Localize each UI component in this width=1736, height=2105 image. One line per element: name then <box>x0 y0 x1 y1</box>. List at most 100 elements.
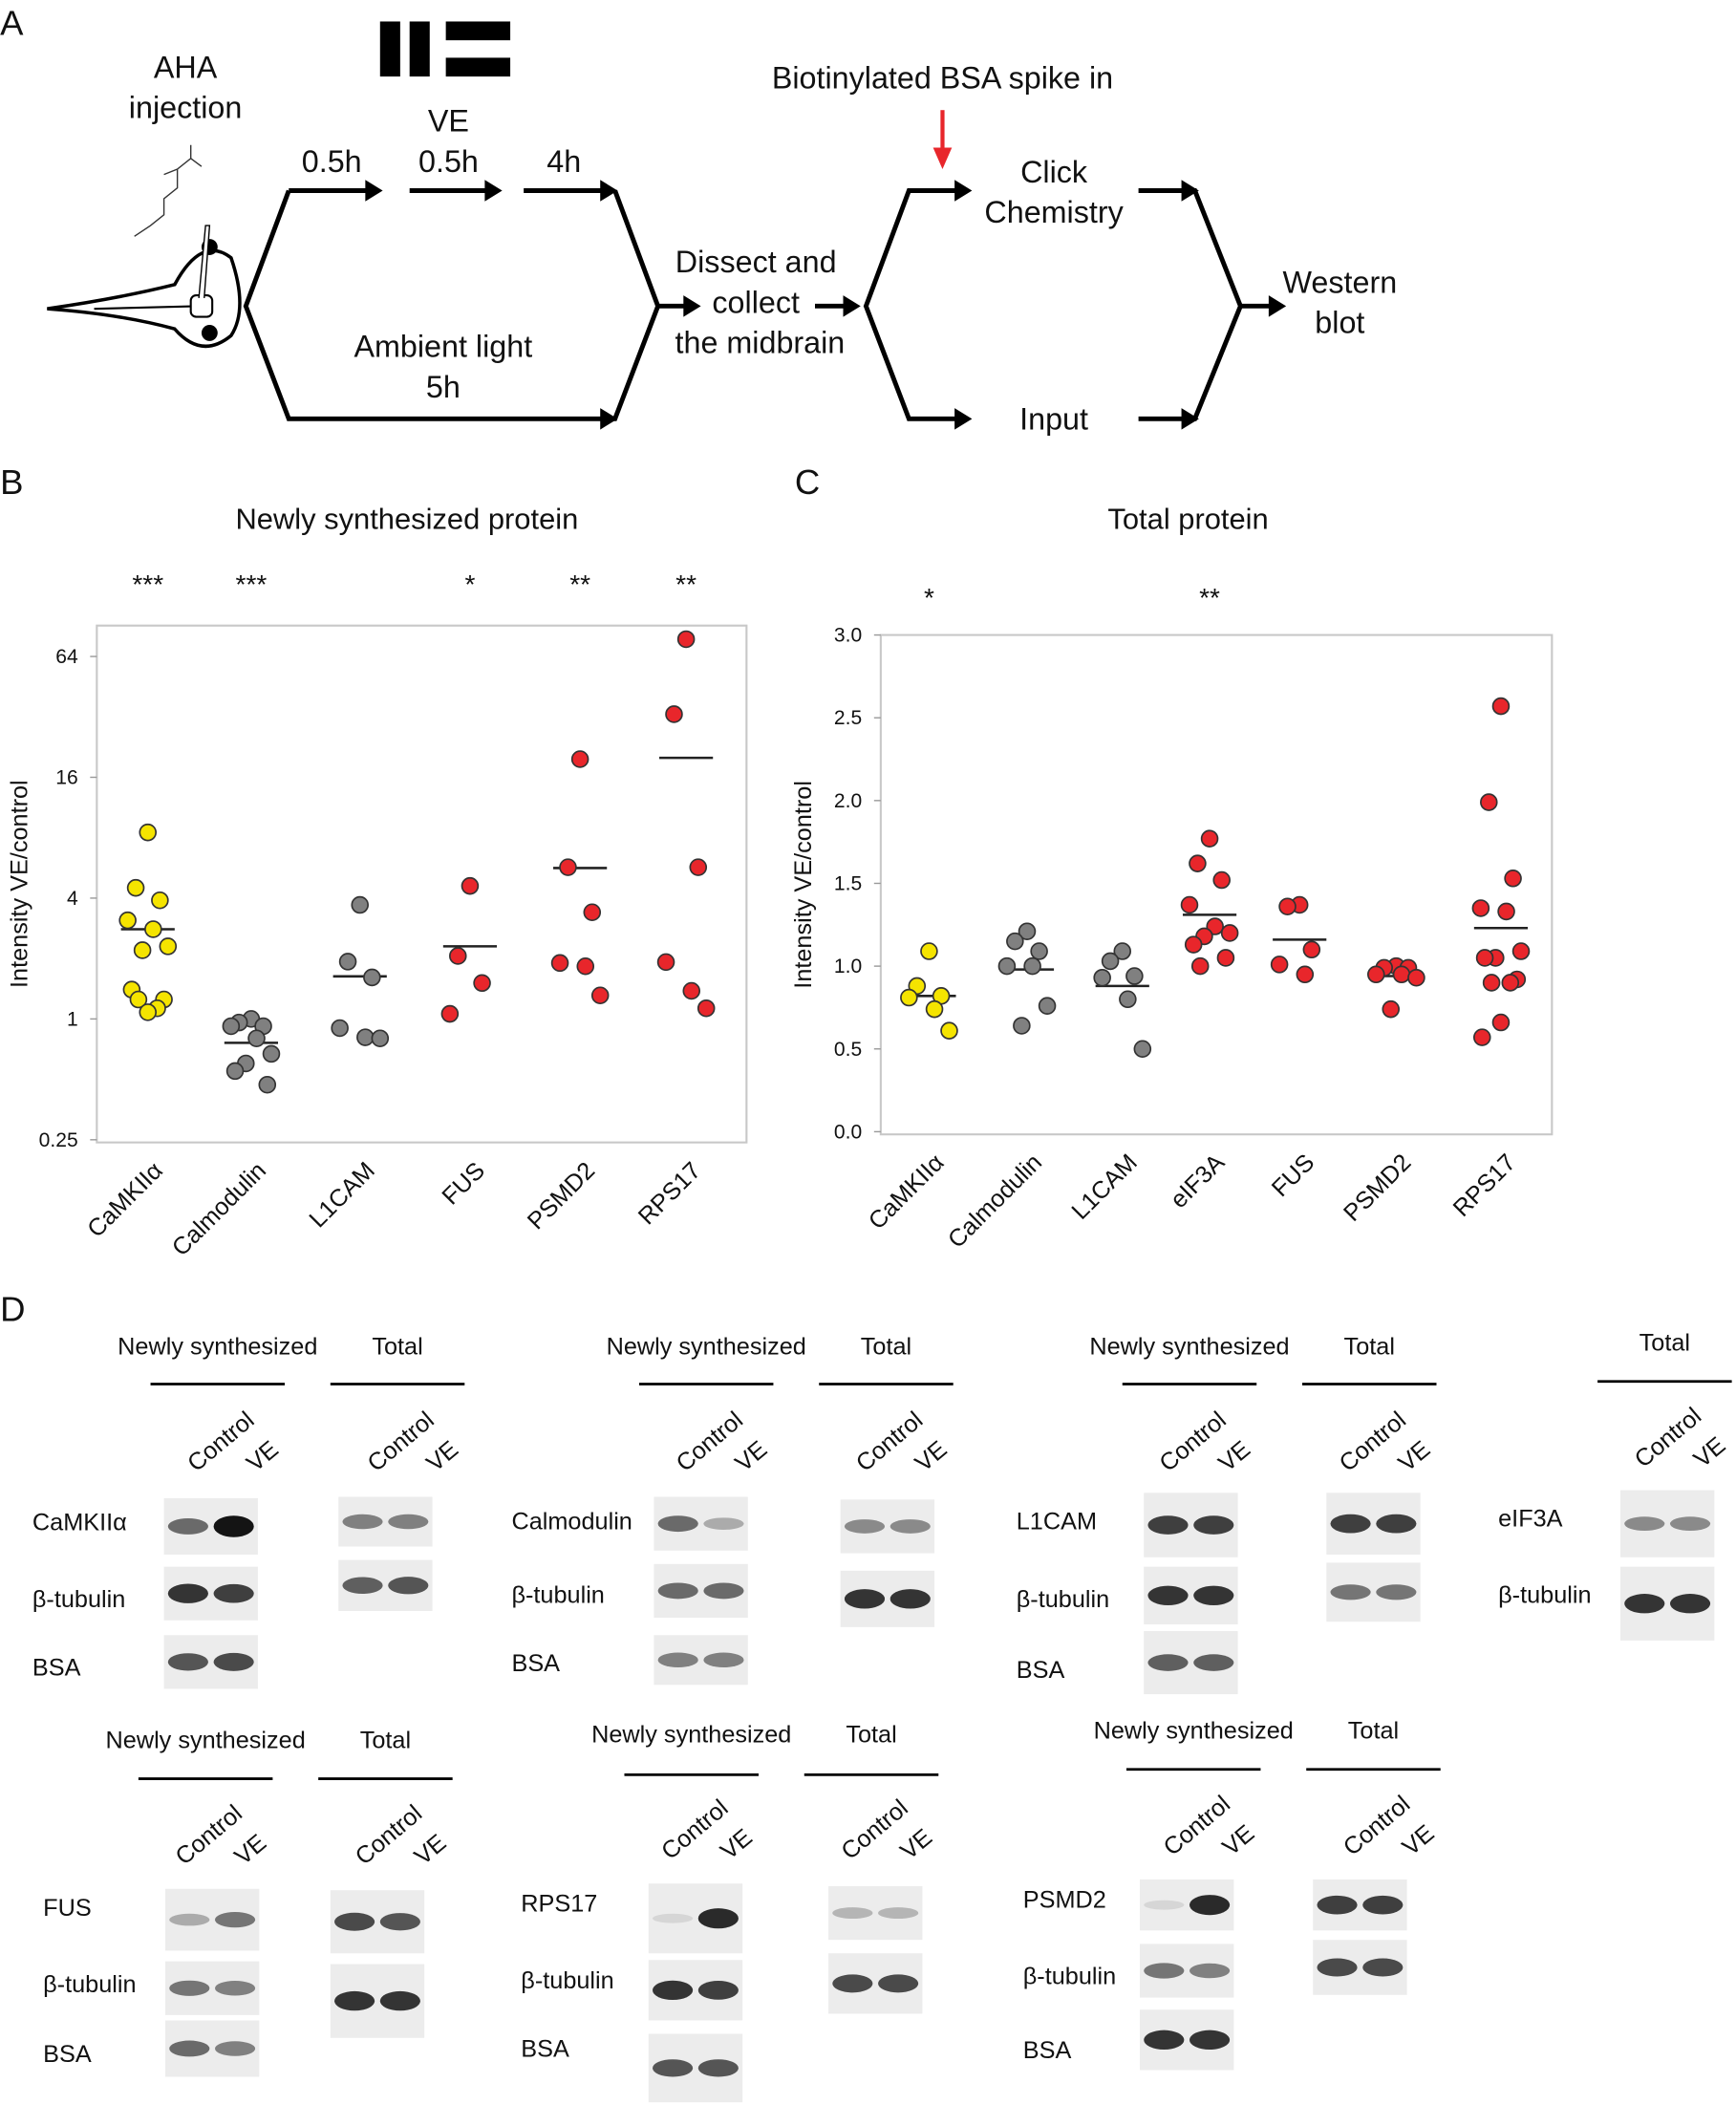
ambient-duration: 5h <box>426 370 461 404</box>
lane-label: Control <box>1159 1791 1235 1861</box>
blot-group-rps17: Newly synthesizedControlVETotalControlVE… <box>521 1722 939 2103</box>
blot-band <box>1193 1515 1234 1535</box>
blot-header: Newly synthesized <box>591 1722 791 1749</box>
blot-band <box>214 1981 256 1996</box>
data-point <box>351 895 369 914</box>
data-point <box>1200 829 1219 848</box>
data-point <box>1382 999 1401 1019</box>
y-tick-label: 64 <box>55 646 78 668</box>
blot-row-label: L1CAM <box>1017 1508 1097 1535</box>
y-tick-label: 0.25 <box>39 1129 78 1151</box>
y-tick-label: 4 <box>67 888 78 910</box>
lane-label: VE <box>716 1824 758 1865</box>
data-point <box>1216 949 1235 967</box>
plot-frame <box>879 634 1554 1136</box>
duration-1: 0.5h <box>302 144 362 179</box>
lane-label: Control <box>1154 1407 1231 1477</box>
blot-row-label: β-tubulin <box>32 1586 125 1613</box>
lane-label: Control <box>171 1800 247 1871</box>
chart-title: Newly synthesized protein <box>235 503 578 536</box>
data-point <box>559 858 577 876</box>
data-point <box>151 891 169 910</box>
ve-label: VE <box>428 104 469 139</box>
western-blots: Newly synthesizedControlVETotalControlVE… <box>32 1329 1732 2103</box>
lane-label: VE <box>730 1436 772 1477</box>
blot-row-label: RPS17 <box>521 1891 597 1918</box>
blot-band <box>379 1913 420 1931</box>
blot-band <box>703 1652 744 1667</box>
significance-label: *** <box>132 569 163 599</box>
blot-band <box>214 1912 256 1928</box>
x-tick-label: CaMKIIα <box>82 1157 168 1243</box>
blot-band <box>878 1907 919 1920</box>
blot-row-label: BSA <box>1017 1657 1065 1684</box>
lane-label: VE <box>1393 1436 1435 1477</box>
data-point <box>139 1003 158 1021</box>
significance-label: ** <box>569 569 590 599</box>
blot-row-label: BSA <box>521 2035 569 2062</box>
data-point <box>1407 968 1425 987</box>
blot-header: Total <box>861 1334 911 1361</box>
data-point <box>576 956 595 976</box>
lane-label: VE <box>895 1824 937 1865</box>
lane-label: VE <box>1689 1432 1731 1473</box>
y-tick-label: 0.0 <box>834 1121 862 1143</box>
data-point <box>1133 1040 1152 1059</box>
y-tick-label: 1.0 <box>834 956 862 977</box>
flow-arrows <box>243 180 1287 430</box>
data-point <box>1511 942 1531 960</box>
blot-band <box>844 1589 886 1609</box>
data-point <box>1475 949 1494 967</box>
y-tick-label: 0.5 <box>834 1039 862 1061</box>
x-tick-label: CaMKIIα <box>864 1149 950 1235</box>
data-point <box>225 1062 245 1081</box>
blot-band <box>1189 1895 1231 1916</box>
lane-label: Control <box>182 1407 259 1477</box>
data-point <box>1480 793 1498 811</box>
blot-band <box>1144 1900 1185 1910</box>
data-point <box>1125 967 1144 985</box>
blot-band <box>169 2040 210 2057</box>
panel-label-d: D <box>0 1289 25 1328</box>
click-label-2: Chemistry <box>984 195 1124 229</box>
blot-band <box>697 1908 739 1929</box>
data-point <box>665 705 683 723</box>
data-point <box>925 999 944 1019</box>
blot-band <box>1376 1514 1417 1534</box>
x-tick-label: PSMD2 <box>523 1157 600 1235</box>
blot-band <box>1147 1654 1189 1671</box>
blot-row-label: BSA <box>32 1654 81 1681</box>
data-point <box>1023 956 1041 976</box>
data-point <box>1206 917 1224 935</box>
lane-label: VE <box>421 1436 463 1477</box>
lane-label: Control <box>851 1407 928 1477</box>
lane-label: Control <box>1339 1791 1415 1861</box>
blot-band <box>169 1913 210 1926</box>
blot-header: Newly synthesized <box>607 1334 806 1361</box>
data-point <box>997 956 1017 976</box>
blot-row-label: Calmodulin <box>511 1508 632 1535</box>
lane-label: Control <box>351 1800 427 1871</box>
blot-row-label: β-tubulin <box>43 1971 136 1998</box>
data-point <box>682 981 701 1000</box>
blot-band <box>1624 1516 1665 1532</box>
data-point <box>1491 1013 1511 1032</box>
data-point <box>449 947 467 965</box>
spike-label: Biotinylated BSA spike in <box>772 61 1113 96</box>
blot-band <box>657 1515 698 1533</box>
blot-band <box>657 1652 698 1667</box>
data-point <box>1190 956 1210 976</box>
blot-band <box>1189 2030 1231 2051</box>
blot-band <box>213 1583 254 1603</box>
blot-band <box>1330 1514 1371 1534</box>
dissect-label-3: the midbrain <box>675 326 846 360</box>
chart-newly-synthesized: Newly synthesized protein Intensity VE/co… <box>6 503 748 1261</box>
data-point <box>920 942 938 960</box>
blot-band <box>1317 1895 1358 1915</box>
data-point <box>1038 997 1057 1015</box>
significance-label: * <box>924 583 934 612</box>
blot-band <box>1193 1654 1234 1671</box>
lane-label: Control <box>1335 1407 1411 1477</box>
data-point <box>222 1017 241 1036</box>
blot-row-label: β-tubulin <box>511 1582 604 1609</box>
